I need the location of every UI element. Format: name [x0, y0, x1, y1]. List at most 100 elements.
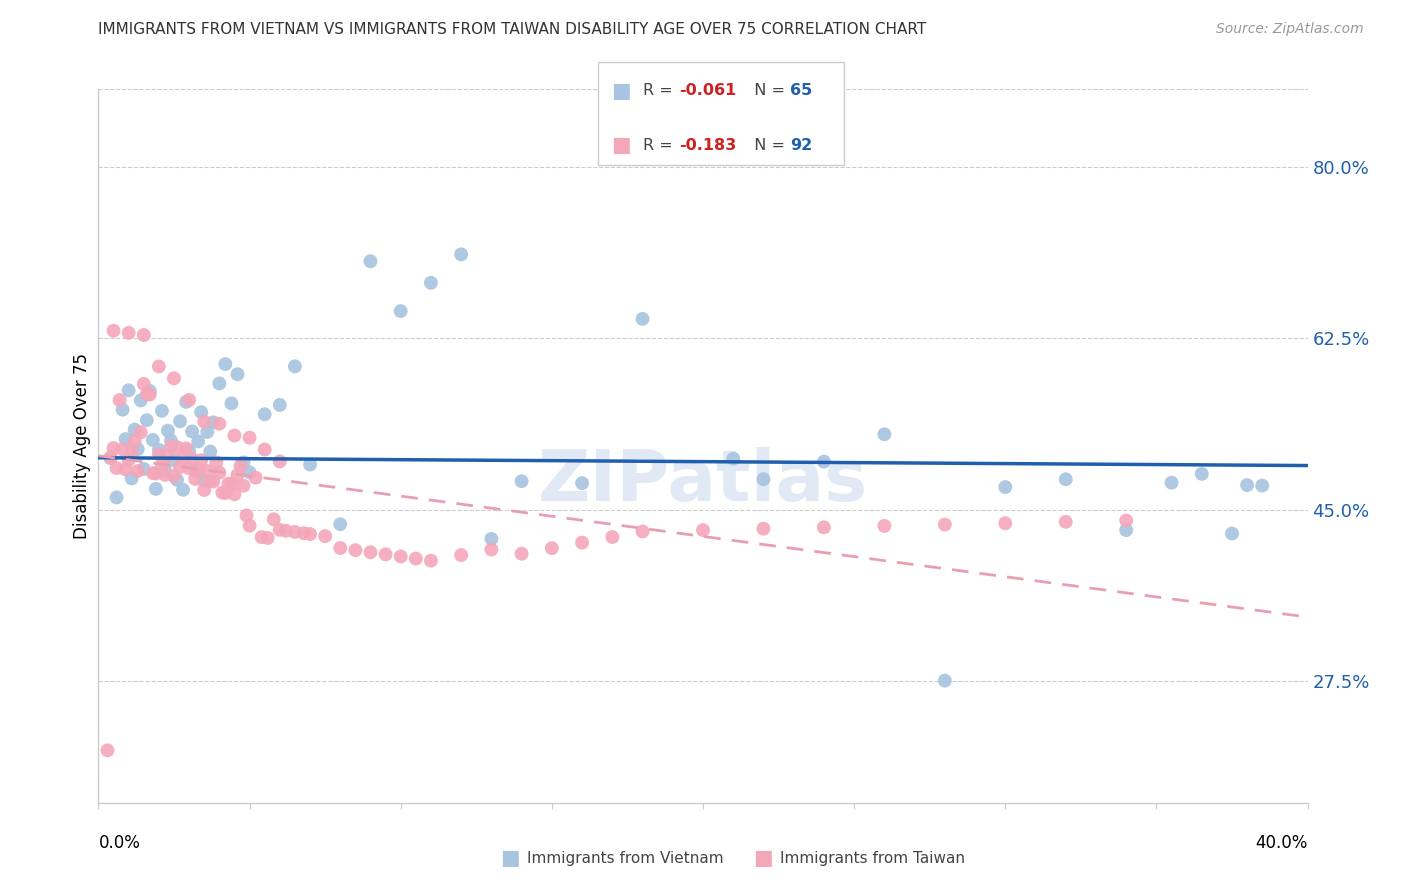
Point: [132, 328, 155, 343]
Point: [481, 542, 503, 557]
Point: [193, 415, 215, 429]
Point: [121, 471, 143, 485]
Point: [269, 398, 291, 412]
Point: [135, 413, 157, 427]
Point: [221, 396, 243, 410]
Point: [934, 673, 956, 688]
Point: [108, 393, 131, 408]
Point: [200, 474, 222, 488]
Point: [269, 454, 291, 468]
Point: [224, 428, 246, 442]
Point: [103, 324, 125, 338]
Point: [723, 451, 745, 466]
Point: [1160, 475, 1182, 490]
Point: [235, 508, 257, 523]
Point: [239, 431, 262, 445]
Text: 40.0%: 40.0%: [1256, 834, 1308, 852]
Point: [118, 326, 141, 340]
Point: [181, 425, 204, 439]
Point: [263, 512, 285, 526]
Point: [329, 541, 352, 555]
Point: [163, 469, 186, 483]
Point: [153, 467, 176, 482]
Point: [224, 487, 246, 501]
Point: [994, 480, 1017, 494]
Point: [389, 304, 412, 318]
Point: [405, 551, 427, 566]
Point: [96, 743, 118, 757]
Point: [450, 247, 472, 261]
Point: [284, 359, 307, 374]
Point: [292, 526, 315, 541]
Point: [200, 444, 222, 458]
Point: [156, 424, 179, 438]
Text: -0.061: -0.061: [679, 84, 737, 98]
Text: N =: N =: [744, 138, 790, 153]
Point: [420, 276, 443, 290]
Point: [510, 474, 533, 488]
Point: [193, 483, 215, 497]
Point: [217, 476, 239, 491]
Text: ■: ■: [501, 848, 520, 868]
Point: [214, 486, 236, 500]
Point: [420, 554, 443, 568]
Point: [184, 472, 207, 486]
Point: [174, 395, 197, 409]
Point: [360, 254, 382, 268]
Point: [239, 466, 262, 480]
Point: [214, 357, 236, 371]
Text: ■: ■: [754, 848, 773, 868]
Point: [145, 467, 167, 481]
Point: [181, 452, 204, 467]
Point: [193, 474, 215, 488]
Point: [269, 523, 291, 537]
Point: [156, 449, 179, 463]
Text: ■: ■: [612, 136, 631, 155]
Text: ■: ■: [612, 81, 631, 101]
Point: [166, 473, 188, 487]
Point: [256, 531, 278, 545]
Point: [202, 475, 225, 489]
Point: [139, 384, 162, 398]
Text: N =: N =: [744, 84, 790, 98]
Point: [245, 470, 267, 484]
Point: [129, 393, 152, 408]
Point: [813, 520, 835, 534]
Point: [195, 425, 218, 439]
Point: [111, 442, 134, 457]
Point: [132, 376, 155, 391]
Point: [208, 466, 231, 480]
Point: [105, 491, 128, 505]
Point: [208, 376, 231, 391]
Point: [360, 545, 382, 559]
Point: [229, 458, 252, 473]
Point: [172, 483, 194, 497]
Text: R =: R =: [643, 138, 678, 153]
Point: [202, 415, 225, 429]
Point: [299, 527, 322, 541]
Point: [127, 464, 149, 478]
Text: R =: R =: [643, 84, 678, 98]
Point: [450, 548, 472, 562]
Point: [142, 433, 165, 447]
Point: [631, 524, 654, 539]
Point: [135, 387, 157, 401]
Point: [994, 516, 1017, 531]
Point: [250, 530, 273, 544]
Point: [1220, 526, 1243, 541]
Point: [284, 524, 307, 539]
Point: [184, 464, 207, 478]
Point: [150, 458, 173, 472]
Point: [124, 423, 146, 437]
Point: [211, 485, 233, 500]
Point: [127, 442, 149, 457]
Point: [389, 549, 412, 564]
Point: [187, 463, 209, 477]
Point: [1115, 514, 1137, 528]
Point: [1054, 515, 1077, 529]
Text: ZIPatlas: ZIPatlas: [538, 447, 868, 516]
Point: [148, 359, 170, 374]
Text: Immigrants from Vietnam: Immigrants from Vietnam: [527, 851, 724, 865]
Point: [142, 466, 165, 480]
Point: [172, 450, 194, 465]
